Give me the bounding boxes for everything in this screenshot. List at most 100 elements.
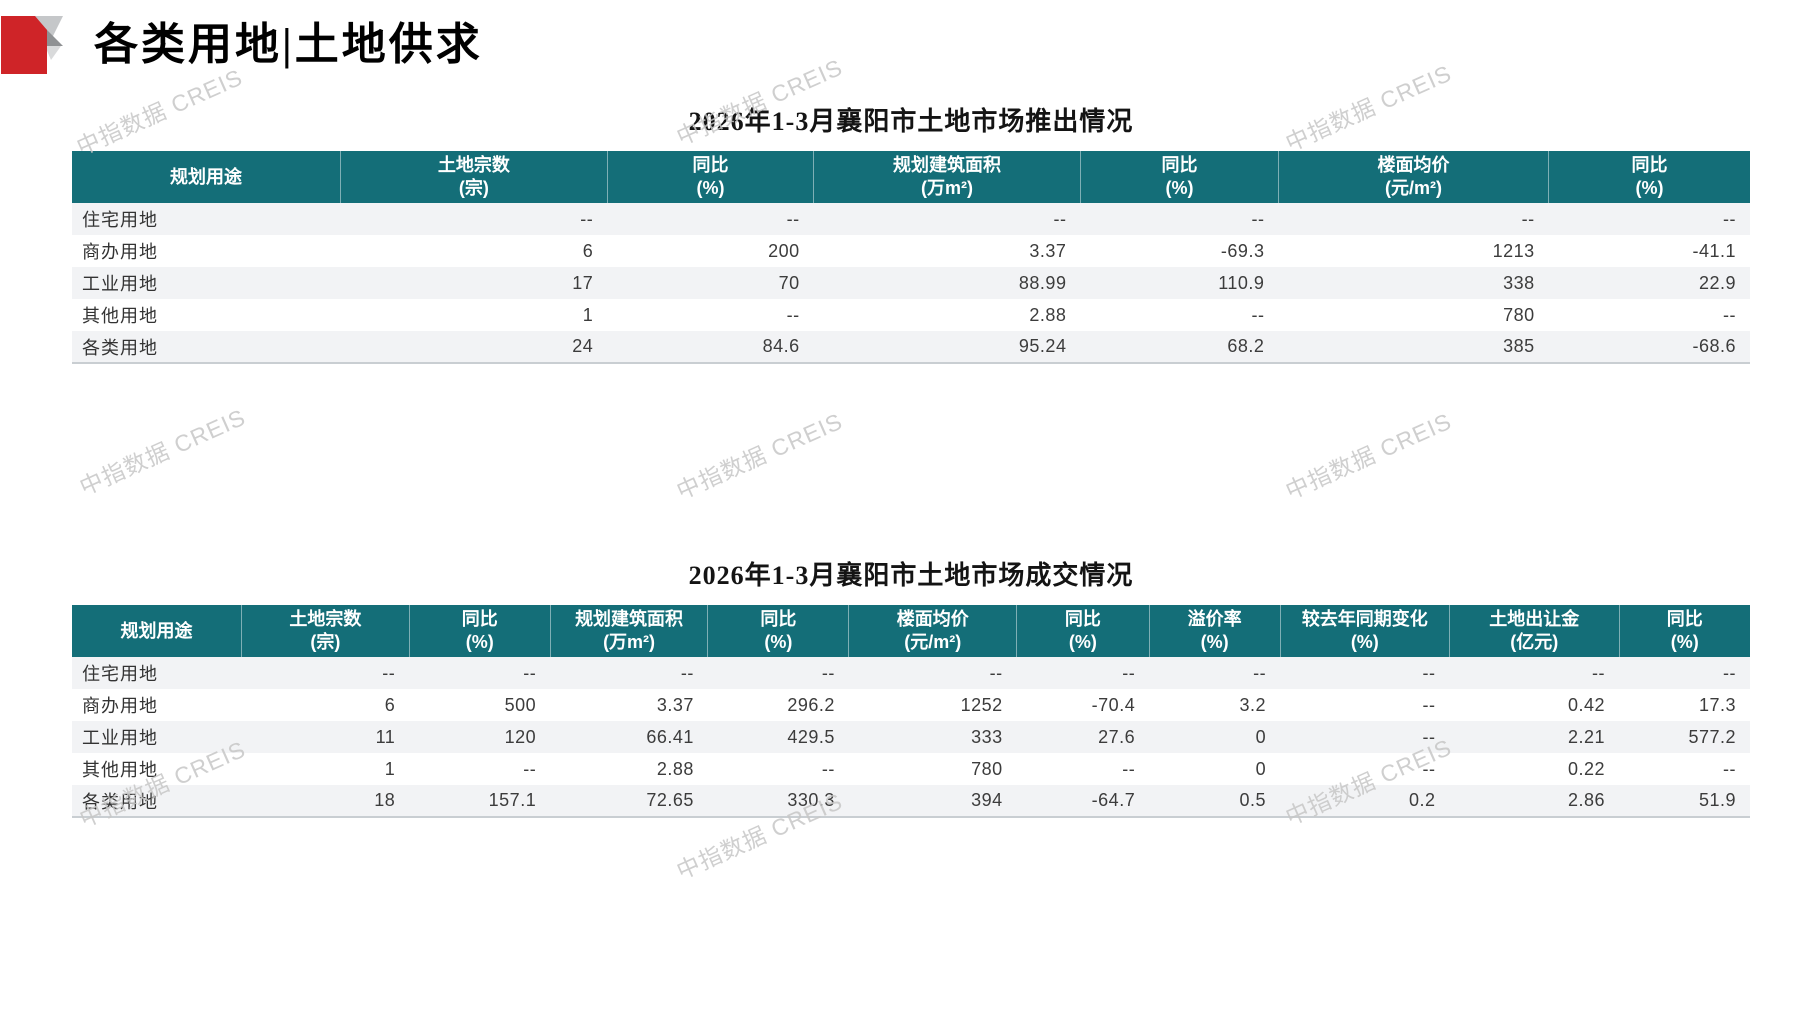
deal-table: 规划用途 土地宗数 (宗) 同比 (%) 规划建筑面积 (万m²) 同比 (%) 楼面均价 (元/m… (72, 605, 1750, 818)
column-header: 同比 (%) (1618, 605, 1750, 657)
table-row: 住宅用地 -- -- -- -- -- -- -- -- -- -- (72, 657, 1750, 689)
table-cell: 577.2 (1688, 726, 1736, 747)
table-cell: 3.2 (1239, 694, 1267, 715)
table-cell: -- (1053, 208, 1067, 229)
row-label: 商办用地 (82, 242, 158, 262)
table-cell: 385 (1503, 336, 1535, 356)
table-cell: 95.24 (1018, 336, 1067, 356)
table-cell: 780 (971, 758, 1003, 779)
creis-logo-icon (1, 16, 63, 74)
row-label: 其他用地 (82, 306, 158, 326)
table-cell: -- (1422, 758, 1436, 779)
table-cell: -- (382, 662, 396, 683)
table-cell: -- (989, 662, 1003, 683)
table-cell: -- (1723, 208, 1736, 229)
table-cell: 0 (1255, 726, 1267, 747)
table-cell: -- (1422, 662, 1436, 683)
table-row: 各类用地 18 157.1 72.65 330.3 394 -64.7 0.5 0.2 2.86 5… (72, 785, 1750, 817)
table-cell: -- (786, 304, 800, 325)
header-row: 规划用途 土地宗数 (宗) 同比 (%) 规划建筑面积 (万m²) 同比 (%) 楼面均价 (元/m… (72, 605, 1750, 657)
table-cell: -- (786, 208, 800, 229)
table-cell: 17 (572, 272, 594, 293)
row-label: 工业用地 (82, 274, 158, 294)
table-row: 工业用地 17 70 88.99 110.9 338 22.9 (72, 267, 1750, 299)
row-label: 商办用地 (82, 696, 158, 716)
table-cell: 2.21 (1567, 726, 1606, 747)
row-label: 住宅用地 (82, 664, 158, 684)
column-header: 溢价率 (%) (1148, 605, 1281, 657)
table-cell: -- (680, 662, 694, 683)
supply-section: 2026年1-3月襄阳市土地市场推出情况 规划用途 土地宗数 (宗) 同比 (%) 规划建… (72, 104, 1750, 364)
table-cell: 120 (504, 726, 537, 747)
table-cell: 338 (1503, 272, 1535, 293)
column-header: 同比 (%) (1079, 151, 1279, 203)
column-header: 同比 (%) (707, 605, 849, 657)
table-cell: 0.42 (1567, 694, 1606, 715)
table-row: 其他用地 1 -- 2.88 -- 780 -- (72, 299, 1750, 331)
table-cell: -- (1422, 726, 1436, 747)
table-cell: 296.2 (787, 694, 835, 715)
table-cell: -70.4 (1091, 694, 1136, 715)
column-header: 土地宗数 (宗) (240, 605, 410, 657)
table-cell: 1 (384, 758, 396, 779)
table-cell: 1 (582, 304, 594, 325)
table-cell: 27.6 (1098, 726, 1136, 747)
column-header: 楼面均价 (元/m²) (848, 605, 1017, 657)
table-cell: 3.37 (1029, 240, 1067, 261)
table-cell: 11 (375, 726, 396, 747)
table-cell: 780 (1503, 304, 1535, 325)
table-cell: -68.6 (1692, 336, 1736, 356)
table-cell: 6 (582, 240, 594, 261)
table-cell: 17.3 (1698, 694, 1736, 715)
table-cell: 394 (971, 790, 1003, 810)
table-row: 其他用地 1 -- 2.88 -- 780 -- 0 -- 0.22 -- (72, 753, 1750, 785)
table-cell: 84.6 (762, 336, 800, 356)
table-row: 商办用地 6 500 3.37 296.2 1252 -70.4 3.2 -- 0.42 17.3 (72, 689, 1750, 721)
deal-section: 2026年1-3月襄阳市土地市场成交情况 规划用途 土地宗数 (宗) 同比 (%) 规划建… (72, 558, 1750, 818)
table-cell: 72.65 (646, 790, 694, 810)
page-title: 各类用地|土地供求 (94, 20, 483, 69)
column-header: 较去年同期变化 (%) (1279, 605, 1450, 657)
table-cell: 333 (971, 726, 1003, 747)
page-header: 各类用地|土地供求 (0, 14, 483, 76)
table-cell: -- (1723, 304, 1736, 325)
table-cell: -- (523, 758, 537, 779)
table-cell: -- (1521, 208, 1535, 229)
row-label: 其他用地 (82, 760, 158, 780)
table-cell: 68.2 (1227, 336, 1265, 356)
table-cell: 1252 (960, 694, 1003, 715)
table-cell: -- (821, 662, 835, 683)
table-cell: 3.37 (656, 694, 694, 715)
table-cell: -- (523, 662, 537, 683)
table-cell: -- (1122, 758, 1136, 779)
table-cell: 2.88 (1029, 304, 1067, 325)
table-row: 住宅用地 -- -- -- -- -- -- (72, 203, 1750, 235)
table-cell: 0 (1255, 758, 1267, 779)
table-cell: 429.5 (787, 726, 835, 747)
table-cell: 22.9 (1698, 272, 1736, 293)
column-header: 楼面均价 (元/m²) (1277, 151, 1549, 203)
table-cell: 110.9 (1218, 272, 1265, 293)
column-header: 同比 (%) (408, 605, 551, 657)
table-cell: 0.5 (1239, 790, 1267, 810)
watermark: 中指数据 CREIS (75, 403, 250, 501)
table-cell: 500 (504, 694, 537, 715)
table-cell: 330.3 (787, 790, 835, 810)
table-cell: 6 (384, 694, 396, 715)
table-cell: 18 (374, 790, 396, 810)
column-header: 同比 (%) (1548, 151, 1750, 203)
table-cell: 2.88 (656, 758, 694, 779)
table-cell: 1213 (1492, 240, 1535, 261)
column-header: 规划用途 (72, 605, 242, 657)
column-header: 规划建筑面积 (万m²) (549, 605, 708, 657)
table-row: 工业用地 11 120 66.41 429.5 333 27.6 0 -- 2.21 577.2 (72, 721, 1750, 753)
column-header: 土地宗数 (宗) (339, 151, 608, 203)
table-cell: 70 (778, 272, 800, 293)
column-header: 土地出让金 (亿元) (1449, 605, 1620, 657)
header-row: 规划用途 土地宗数 (宗) 同比 (%) 规划建筑面积 (万m²) 同比 (%) 楼面均价 (元/m… (72, 151, 1750, 203)
table-cell: -- (1122, 662, 1136, 683)
table-cell: 24 (572, 336, 594, 356)
table-cell: -- (1723, 662, 1736, 683)
table-row: 商办用地 6 200 3.37 -69.3 1213 -41.1 (72, 235, 1750, 267)
